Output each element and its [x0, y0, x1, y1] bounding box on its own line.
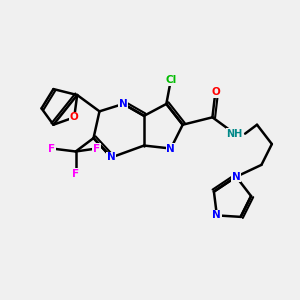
Text: N: N: [119, 99, 128, 109]
Text: NH: NH: [226, 129, 243, 139]
Text: O: O: [211, 87, 220, 97]
Text: Cl: Cl: [165, 75, 176, 85]
Text: N: N: [167, 143, 175, 154]
Text: F: F: [93, 143, 100, 154]
Text: F: F: [48, 143, 56, 154]
Text: N: N: [107, 152, 116, 162]
Text: O: O: [70, 112, 79, 122]
Text: N: N: [232, 172, 241, 182]
Text: F: F: [72, 169, 79, 179]
Text: N: N: [212, 210, 221, 220]
